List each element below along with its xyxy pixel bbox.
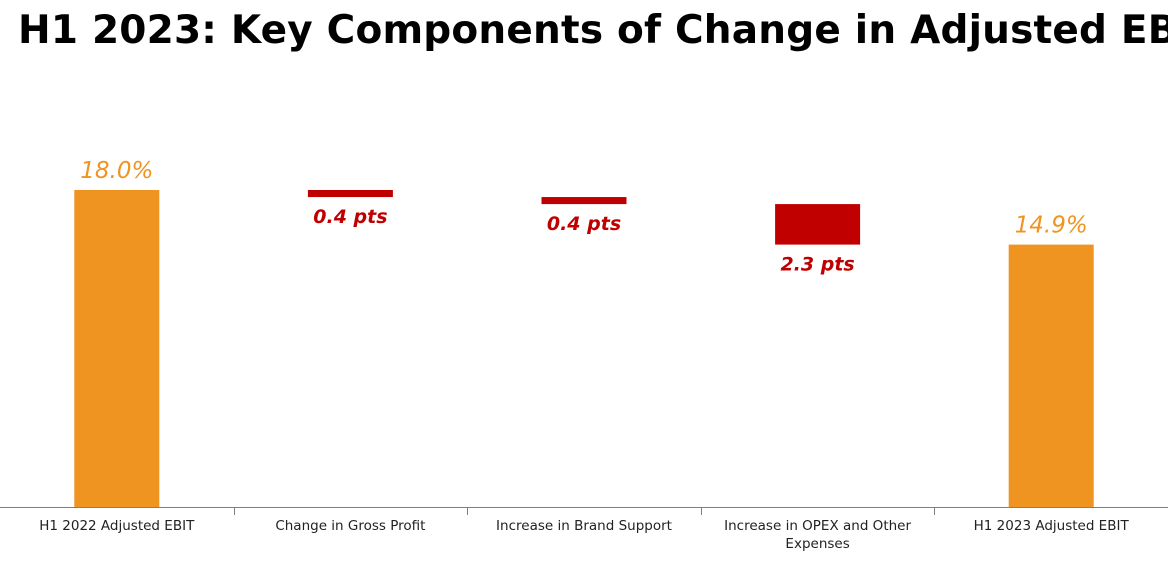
data-label: 0.4 pts [547, 213, 621, 235]
decrease-bar [307, 190, 393, 198]
total-bar [1008, 244, 1094, 507]
data-label: 2.3 pts [780, 254, 854, 276]
category-label: H1 2023 Adjusted EBIT [973, 518, 1129, 534]
category-label: Increase in OPEX and Other Expenses [724, 518, 912, 552]
total-bar [74, 190, 160, 507]
decrease-bar [775, 204, 861, 245]
category-label: Increase in Brand Support [496, 518, 672, 534]
category-label: H1 2022 Adjusted EBIT [39, 518, 195, 534]
category-label: Change in Gross Profit [275, 518, 426, 534]
data-label: 14.9% [1015, 213, 1088, 239]
decrease-bar [541, 197, 627, 205]
data-label: 18.0% [80, 158, 153, 184]
data-label: 0.4 pts [313, 206, 387, 228]
page-title: H1 2023: Key Components of Change in Adj… [18, 8, 1168, 53]
